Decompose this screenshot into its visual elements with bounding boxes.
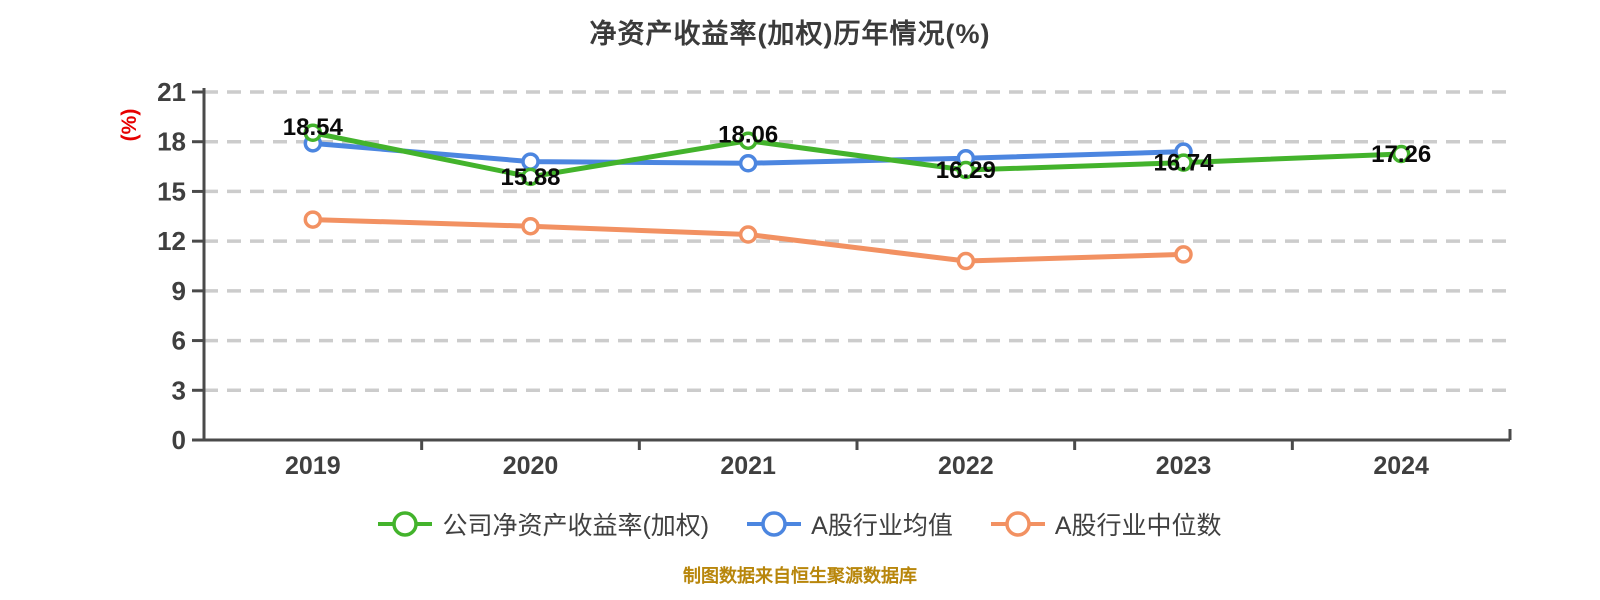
series-1-point: [738, 154, 758, 173]
value-label: 18.54: [283, 114, 344, 141]
x-tick-label: 2023: [1156, 452, 1212, 480]
y-tick-label: 0: [172, 425, 186, 455]
data-source-footer: 制图数据来自恒生聚源数据库: [683, 566, 917, 586]
legend-item-0[interactable]: 公司净资产收益率(加权): [378, 506, 709, 542]
legend-item-label: A股行业均值: [811, 512, 953, 540]
series-0-point: [738, 131, 758, 150]
chart-title: 净资产收益率(加权)历年情况(%): [589, 19, 991, 49]
series-0-point: [1174, 153, 1193, 172]
x-tick-label: 2019: [285, 452, 341, 480]
value-label: 17.26: [1371, 141, 1431, 168]
value-label: 16.29: [936, 157, 996, 184]
y-tick-label: 6: [172, 326, 186, 356]
series-2-point: [303, 210, 323, 229]
legend-item-2[interactable]: A股行业中位数: [990, 506, 1222, 542]
legend-item-label: 公司净资产收益率(加权): [442, 512, 710, 540]
value-label: 18.06: [718, 122, 778, 149]
series-2-point: [1174, 245, 1193, 264]
y-tick-label: 18: [157, 127, 186, 157]
y-tick-label: 21: [157, 77, 186, 107]
x-tick-label: 2021: [720, 452, 776, 480]
series-0-point: [956, 160, 976, 180]
legend-marker-icon: [378, 511, 433, 537]
x-tick-label: 2022: [938, 452, 994, 480]
x-tick-label: 2020: [503, 452, 559, 480]
series-2-point: [521, 216, 540, 236]
series-0-point: [1391, 144, 1411, 164]
value-label: 15.88: [500, 164, 560, 191]
y-tick-label: 9: [172, 276, 186, 306]
value-label: 16.74: [1153, 150, 1214, 177]
legend-marker-circle: [1005, 511, 1031, 537]
legend-marker-icon: [990, 511, 1045, 537]
y-tick-label: 3: [172, 375, 186, 405]
legend-marker-icon: [747, 511, 802, 537]
series-2-point: [738, 225, 758, 244]
legend-marker-circle: [761, 511, 787, 537]
legend-item-1[interactable]: A股行业均值: [747, 506, 953, 542]
chart-legend: 公司净资产收益率(加权) A股行业均值 A股行业中位数: [0, 501, 1600, 547]
series-0-point: [521, 167, 540, 187]
legend-item-label: A股行业中位数: [1054, 512, 1222, 540]
legend-marker-circle: [392, 511, 419, 537]
series-0-point: [303, 123, 323, 143]
chart-plot-area: 0 3 6 9 12 15 18 21 2019 2020 2021 2022 2023 2024 18.5…: [157, 77, 1512, 480]
series-2-point: [956, 251, 976, 271]
x-tick-label: 2024: [1373, 452, 1429, 480]
y-tick-label: 12: [157, 226, 186, 256]
y-tick-label: 15: [157, 176, 186, 206]
series-line-0: [310, 130, 1404, 180]
